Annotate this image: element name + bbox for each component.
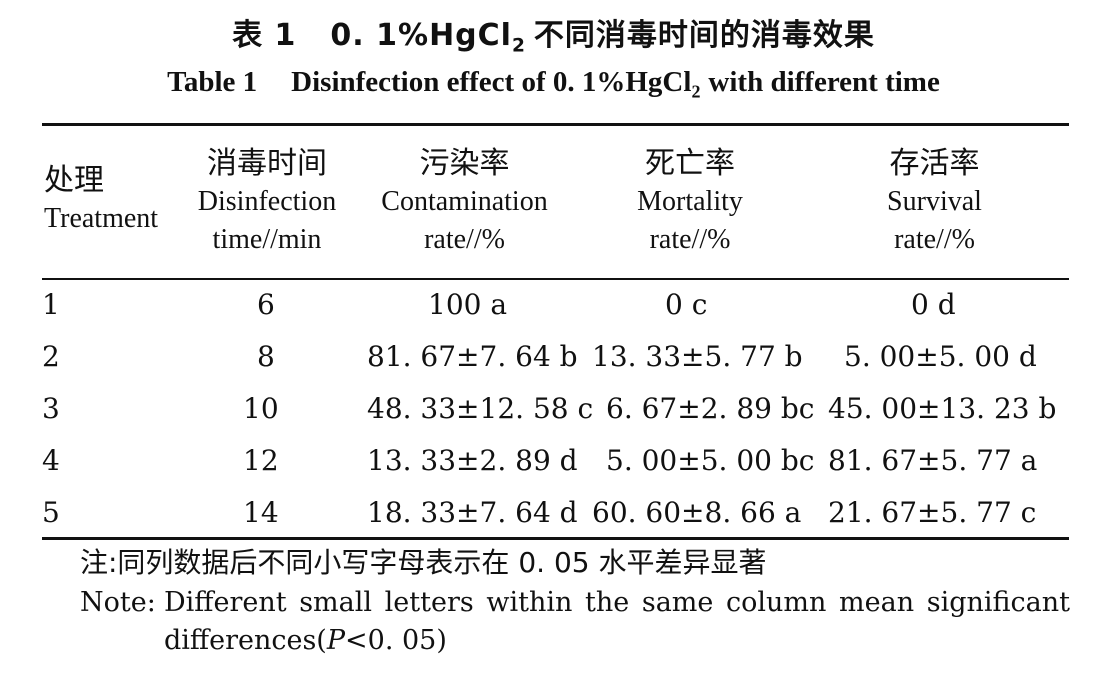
cell-time: 6 (257, 288, 275, 321)
top-rule (42, 123, 1069, 126)
cell-mortality: 0 c (665, 288, 708, 321)
header-rule (42, 278, 1069, 280)
cell-treatment: 5 (42, 496, 60, 529)
bottom-rule (42, 537, 1069, 540)
cell-treatment: 4 (42, 444, 60, 477)
title-text-cn: 不同消毒时间的消毒效果 (533, 18, 875, 53)
header-mortality-rate: 死亡率 Mortality rate//% (637, 146, 743, 255)
cell-contamination: 18. 33±7. 64 d (367, 496, 578, 529)
cell-survival: 0 d (911, 288, 956, 321)
cell-mortality: 6. 67±2. 89 bc (606, 392, 815, 425)
cell-contamination: 81. 67±7. 64 b (367, 340, 578, 373)
header-contamination-rate: 污染率 Contamination rate//% (381, 146, 548, 255)
title-pre-en: Disinfection effect of (291, 66, 546, 98)
table-number-cn: 表 1 (232, 18, 297, 53)
cell-survival: 5. 00±5. 00 d (844, 340, 1037, 373)
header-disinfection-time: 消毒时间 Disinfection time//min (197, 146, 337, 255)
cell-treatment: 3 (42, 392, 60, 425)
table-row: 5 14 18. 33±7. 64 d 60. 60±8. 66 a 21. 6… (0, 488, 1107, 538)
cell-mortality: 60. 60±8. 66 a (592, 496, 802, 529)
cell-mortality: 5. 00±5. 00 bc (606, 444, 815, 477)
header-treatment: 处理 Treatment (44, 163, 159, 234)
title-post-en: with different time (708, 66, 940, 98)
header-survival-rate: 存活率 Survival rate//% (887, 146, 982, 255)
table-row: 1 6 100 a 0 c 0 d (0, 280, 1107, 330)
cell-survival: 21. 67±5. 77 c (828, 496, 1037, 529)
note-label: Note: (80, 587, 156, 618)
cell-contamination: 48. 33±12. 58 c (367, 392, 594, 425)
cell-survival: 45. 00±13. 23 b (828, 392, 1057, 425)
cell-time: 14 (243, 496, 279, 529)
table-number-en: Table 1 (167, 66, 258, 98)
cell-time: 8 (257, 340, 275, 373)
cell-treatment: 1 (42, 288, 60, 321)
table-title-chinese: 表 1 0. 1%HgCl2 不同消毒时间的消毒效果 (0, 10, 1107, 57)
cell-mortality: 13. 33±5. 77 b (592, 340, 803, 373)
table-title-english: Table 1 Disinfection effect of 0. 1%HgCl2… (0, 66, 1107, 102)
table-row: 2 8 81. 67±7. 64 b 13. 33±5. 77 b 5. 00±… (0, 332, 1107, 382)
note-line-1: Different small letters within the same … (164, 587, 1070, 618)
formula-en: 0. 1%HgCl2 (552, 66, 701, 102)
footnote-chinese: 注:同列数据后不同小写字母表示在 0. 05 水平差异显著 (80, 546, 767, 579)
table-row: 4 12 13. 33±2. 89 d 5. 00±5. 00 bc 81. 6… (0, 436, 1107, 486)
formula-cn: 0. 1%HgCl2 (330, 18, 526, 57)
table-row: 3 10 48. 33±12. 58 c 6. 67±2. 89 bc 45. … (0, 384, 1107, 434)
cell-survival: 81. 67±5. 77 a (828, 444, 1038, 477)
cell-time: 10 (243, 392, 279, 425)
cell-treatment: 2 (42, 340, 60, 373)
cell-contamination: 13. 33±2. 89 d (367, 444, 578, 477)
note-line-2: differences(P<0. 05) (164, 625, 447, 656)
cell-time: 12 (243, 444, 279, 477)
cell-contamination: 100 a (428, 288, 508, 321)
